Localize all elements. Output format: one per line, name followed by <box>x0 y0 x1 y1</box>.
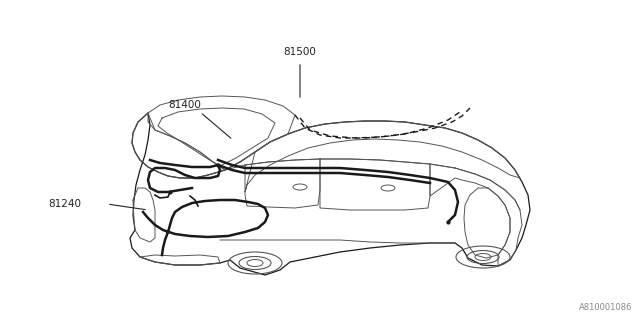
Text: A810001086: A810001086 <box>579 303 632 312</box>
Text: 81400: 81400 <box>168 100 202 110</box>
Text: 81240: 81240 <box>49 199 81 209</box>
Text: 81500: 81500 <box>284 47 316 57</box>
